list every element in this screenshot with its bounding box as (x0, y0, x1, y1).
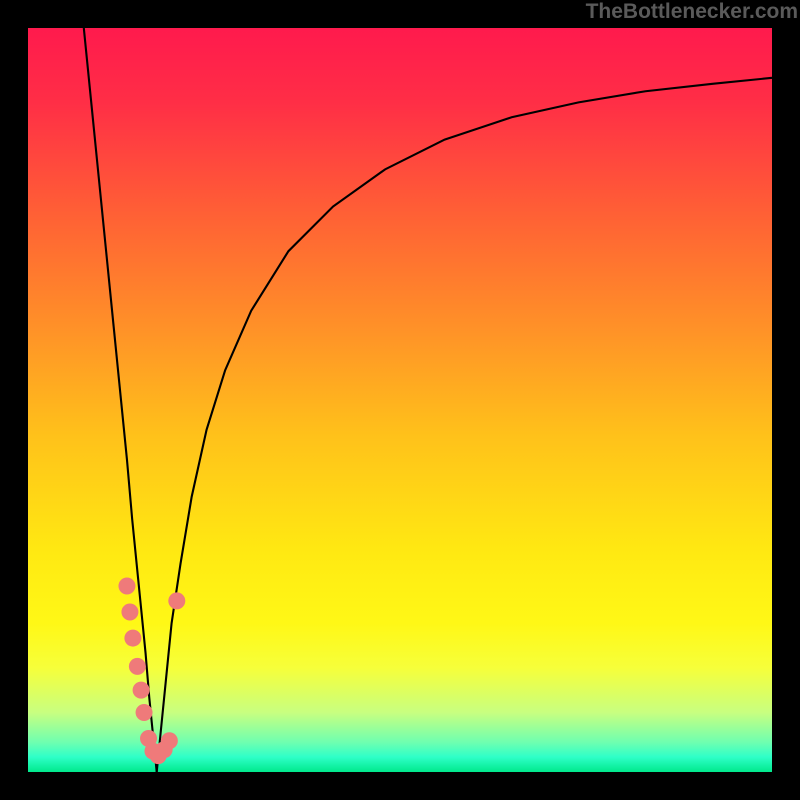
data-marker (124, 630, 141, 647)
watermark-text: TheBottlenecker.com (586, 0, 798, 24)
data-marker (168, 592, 185, 609)
data-marker (118, 578, 135, 595)
data-marker (161, 732, 178, 749)
bottleneck-chart (0, 0, 800, 800)
data-marker (133, 682, 150, 699)
data-marker (121, 604, 138, 621)
data-marker (136, 704, 153, 721)
data-marker (129, 658, 146, 675)
chart-frame: TheBottlenecker.com (0, 0, 800, 800)
